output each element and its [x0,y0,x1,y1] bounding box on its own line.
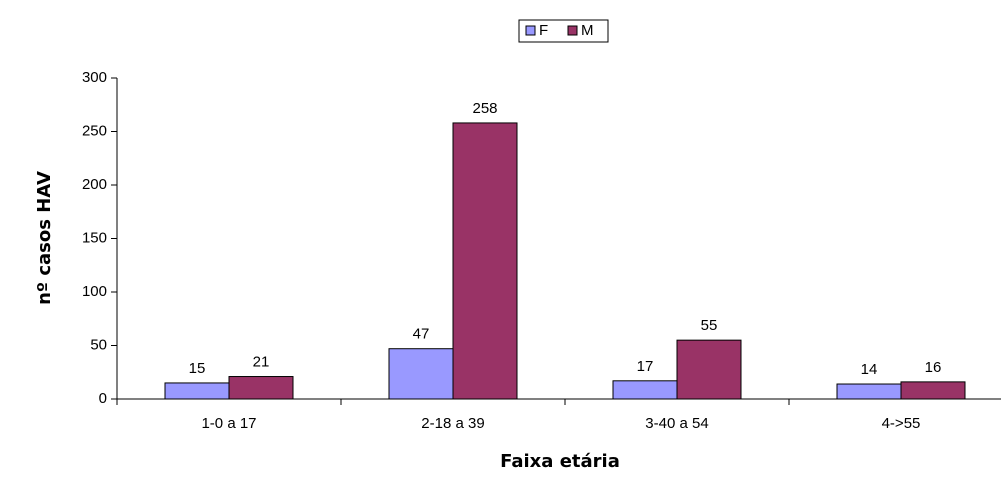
legend-box [518,19,609,43]
value-label: 16 [925,359,942,376]
x-tick-label: 2-18 a 39 [421,415,484,432]
y-tick-label: 200 [82,176,107,193]
value-label: 55 [701,317,718,334]
legend-label: M [581,22,594,39]
legend-swatch [567,25,578,36]
legend-swatch [525,25,536,36]
y-axis-label: nº casos HAV [34,171,55,305]
y-tick-label: 150 [82,229,107,246]
legend-label: F [539,22,548,39]
y-tick-label: 300 [82,69,107,86]
value-label: 15 [189,360,206,377]
x-axis-label: Faixa etária [500,451,620,472]
bar [388,348,454,400]
x-tick-label: 1-0 a 17 [201,415,256,432]
y-tick-label: 0 [99,390,107,407]
bar [452,122,518,400]
x-tick-label: 4->55 [882,415,921,432]
value-label: 21 [253,353,270,370]
y-tick-label: 250 [82,122,107,139]
value-label: 17 [637,358,654,375]
x-tick-label: 3-40 a 54 [645,415,708,432]
y-tick-label: 50 [90,336,107,353]
bar [836,383,902,400]
bar [676,339,742,400]
bar [900,381,966,400]
bar [612,380,678,400]
bar [164,382,230,400]
value-label: 14 [861,361,878,378]
value-label: 258 [472,100,497,117]
bar [228,376,294,400]
value-label: 47 [413,326,430,343]
y-tick-label: 100 [82,283,107,300]
